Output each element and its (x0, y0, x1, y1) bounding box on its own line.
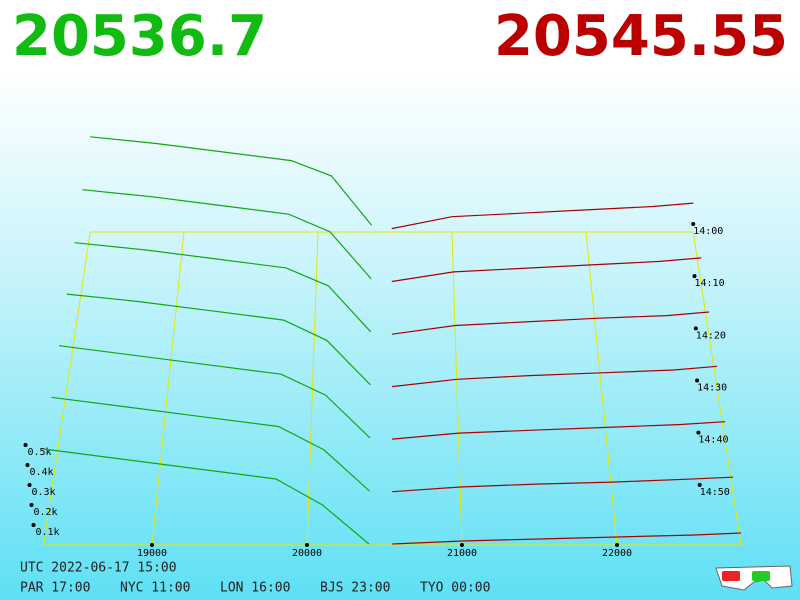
x-tick-label: 20000 (292, 548, 322, 559)
ask-depth-line (392, 421, 726, 440)
time-tick-dot (693, 326, 698, 331)
depth-tick-dot (27, 483, 32, 487)
bid-depth-line (43, 448, 370, 545)
time-tick-dot (691, 222, 696, 226)
tick-dot (305, 543, 309, 547)
3d-glasses-icon (715, 565, 793, 591)
bid-depth-line (82, 189, 372, 280)
x-tick-label: 21000 (447, 548, 477, 559)
ask-price: 20545.55 (494, 4, 788, 69)
x-tick-label: 19000 (137, 548, 167, 559)
grid-line (151, 231, 185, 546)
ask-depth-line (392, 476, 734, 493)
time-tick-label: 14:30 (697, 383, 727, 394)
depth-tick-label: 0.4k (30, 467, 54, 478)
depth-tick-label: 0.1k (36, 527, 60, 538)
utc-time: UTC 2022-06-17 15:00 (20, 561, 177, 576)
grid-edge (43, 231, 91, 546)
depth-tick-label: 0.3k (32, 487, 56, 498)
bid-depth-line (51, 396, 370, 492)
grid-line (585, 231, 618, 546)
bid-price: 20536.7 (12, 4, 267, 69)
timezone-label: PAR 17:00 (20, 581, 90, 596)
timezone-label: BJS 23:00 (320, 581, 390, 596)
tick-dot (150, 543, 154, 547)
depth-tick-label: 0.2k (34, 507, 58, 518)
time-tick-label: 14:10 (695, 278, 725, 289)
timezone-label: NYC 11:00 (120, 581, 190, 596)
x-tick-label: 22000 (602, 548, 632, 559)
time-tick-dot (692, 274, 697, 279)
depth-tick-label: 0.5k (28, 447, 52, 458)
ask-depth-line (392, 532, 742, 545)
grid-line (451, 231, 463, 546)
depth-tick-dot (25, 463, 30, 467)
time-tick-dot (697, 482, 702, 487)
bid-depth-line (90, 136, 373, 226)
time-tick-label: 14:40 (698, 435, 728, 446)
depth-tick-dot (29, 503, 34, 507)
tick-dot (460, 543, 464, 547)
depth-tick-dot (23, 443, 28, 447)
depth-tick-dot (31, 523, 36, 527)
timezone-label: TYO 00:00 (420, 581, 490, 596)
bid-depth-line (59, 345, 371, 439)
time-tick-label: 14:00 (693, 226, 723, 237)
time-tick-label: 14:50 (700, 487, 730, 498)
ask-depth-line (391, 365, 718, 388)
ask-depth-line (391, 257, 702, 283)
ask-depth-line (391, 202, 694, 230)
bid-depth-line (74, 242, 372, 333)
depth-plot: 19000 20000 21000 22000 14:00 14:10 14:20 14:30… (23, 136, 742, 559)
ask-depth-line (391, 311, 710, 335)
time-tick-dot (695, 378, 700, 383)
time-tick-dot (696, 430, 701, 435)
time-tick-label: 14:20 (696, 330, 726, 341)
tick-dot (615, 543, 619, 547)
timezone-label: LON 16:00 (220, 581, 290, 596)
grid-edge (692, 231, 742, 546)
bid-depth-line (66, 293, 371, 386)
